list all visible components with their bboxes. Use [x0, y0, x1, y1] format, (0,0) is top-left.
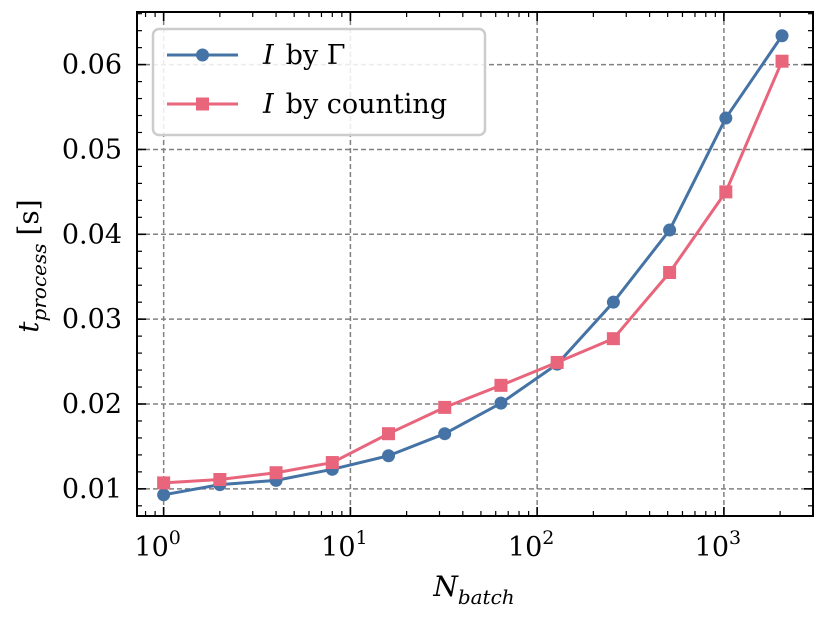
x-tick-label-base: 10 [321, 532, 355, 563]
plot-frame [136, 11, 814, 517]
series-1-point [494, 396, 508, 410]
y-tick-label: 0.01 [62, 474, 122, 505]
series-1-point [719, 111, 733, 125]
series-2-line [163, 60, 784, 485]
legend-marker [196, 48, 209, 62]
y-tick-label: 0.05 [62, 134, 122, 165]
x-tick-label: 102 [508, 527, 554, 563]
y-tick-label: 0.04 [62, 219, 122, 250]
y-axis-label-unit: [s] [12, 199, 45, 235]
series-1-point [606, 295, 620, 309]
series-1-point [438, 427, 452, 441]
x-tick-label-base: 10 [695, 532, 729, 563]
series-layer [157, 29, 789, 502]
series-1-point [775, 29, 789, 43]
ticks [137, 12, 814, 516]
x-tick-label-exp: 1 [356, 527, 368, 549]
series-2-point [775, 54, 789, 68]
series-1-point [157, 488, 171, 502]
y-axis-label-sub: process [27, 243, 51, 321]
x-axis-label-sub: batch [458, 585, 515, 609]
series-2-point [719, 185, 733, 199]
legend-label-text: by counting [286, 89, 447, 120]
y-tick-label: 0.06 [62, 50, 122, 81]
x-tick-label-base: 10 [508, 532, 542, 563]
legend-label-text: by Γ [286, 40, 346, 71]
series-2-point [213, 473, 227, 487]
x-tick-label-exp: 0 [169, 527, 181, 549]
x-tick-label: 100 [134, 527, 180, 563]
legend-label-symbol: I [262, 89, 275, 120]
series-2-point [438, 400, 452, 414]
x-tick-label: 103 [695, 527, 741, 563]
y-axis-label: tprocess [s] [12, 199, 51, 332]
series-2-point [269, 466, 283, 480]
x-tick-label: 101 [321, 527, 367, 563]
x-tick-label-base: 10 [134, 532, 168, 563]
y-tick-label: 0.02 [62, 389, 122, 420]
x-axis-label-main: N [432, 570, 459, 603]
series-1-point [382, 449, 396, 463]
legend-marker [196, 97, 209, 111]
series-2-point [325, 456, 339, 470]
series-2-point [157, 476, 171, 490]
x-tick-label-exp: 2 [542, 527, 554, 549]
series-1-line [163, 34, 784, 497]
series-2-point [606, 332, 620, 346]
x-axis-label: Nbatch [432, 570, 514, 609]
series-2-point [550, 355, 564, 369]
series-2 [157, 54, 789, 490]
y-axis-label-main: t [12, 321, 45, 333]
series-2-point [494, 378, 508, 392]
series-2-point [663, 265, 677, 279]
series-2-point [382, 427, 396, 441]
y-tick-label: 0.03 [62, 304, 122, 335]
x-tick-label-exp: 3 [729, 527, 741, 549]
series-1-point [663, 223, 677, 237]
legend-label-symbol: I [262, 40, 275, 71]
